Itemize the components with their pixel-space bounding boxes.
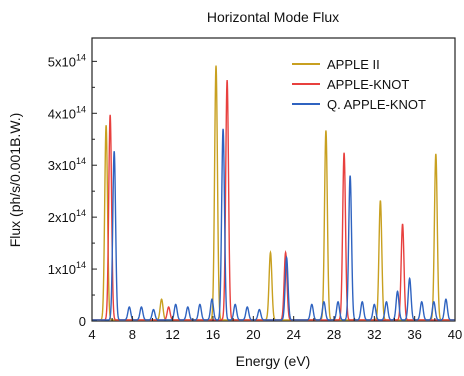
ticks-layer: 4 8 12 16 20 24 28 32 36 40 0 1x1014 2x1014 3x1014 4x1…: [48, 52, 462, 342]
y-tick-label: 2x1014: [48, 208, 86, 225]
x-tick-label: 12: [165, 327, 179, 342]
x-tick-label: 32: [367, 327, 381, 342]
x-tick-label: 4: [88, 327, 95, 342]
y-tick-label: 3x1014: [48, 156, 86, 173]
x-tick-label: 20: [246, 327, 260, 342]
y-tick-label: 4x1014: [48, 104, 86, 121]
legend-label: APPLE II: [327, 57, 380, 72]
x-tick-label: 28: [327, 327, 341, 342]
x-tick-label: 36: [407, 327, 421, 342]
x-tick-label: 16: [206, 327, 220, 342]
legend-label: APPLE-KNOT: [327, 77, 409, 92]
chart-title: Horizontal Mode Flux: [207, 9, 339, 25]
y-tick-label: 1x1014: [48, 260, 86, 277]
x-axis-label: Energy (eV): [236, 353, 311, 369]
x-tick-label: 24: [286, 327, 300, 342]
x-tick-label: 8: [129, 327, 136, 342]
x-tick-label: 40: [448, 327, 462, 342]
legend: APPLE II APPLE-KNOT Q. APPLE-KNOT: [292, 57, 426, 112]
y-tick-label: 5x1014: [48, 52, 86, 69]
series-line-1: [92, 80, 455, 321]
y-tick-label: 0: [79, 314, 86, 329]
legend-label: Q. APPLE-KNOT: [327, 97, 426, 112]
y-axis-label: Flux (ph/s/0.001B.W.): [7, 113, 23, 248]
